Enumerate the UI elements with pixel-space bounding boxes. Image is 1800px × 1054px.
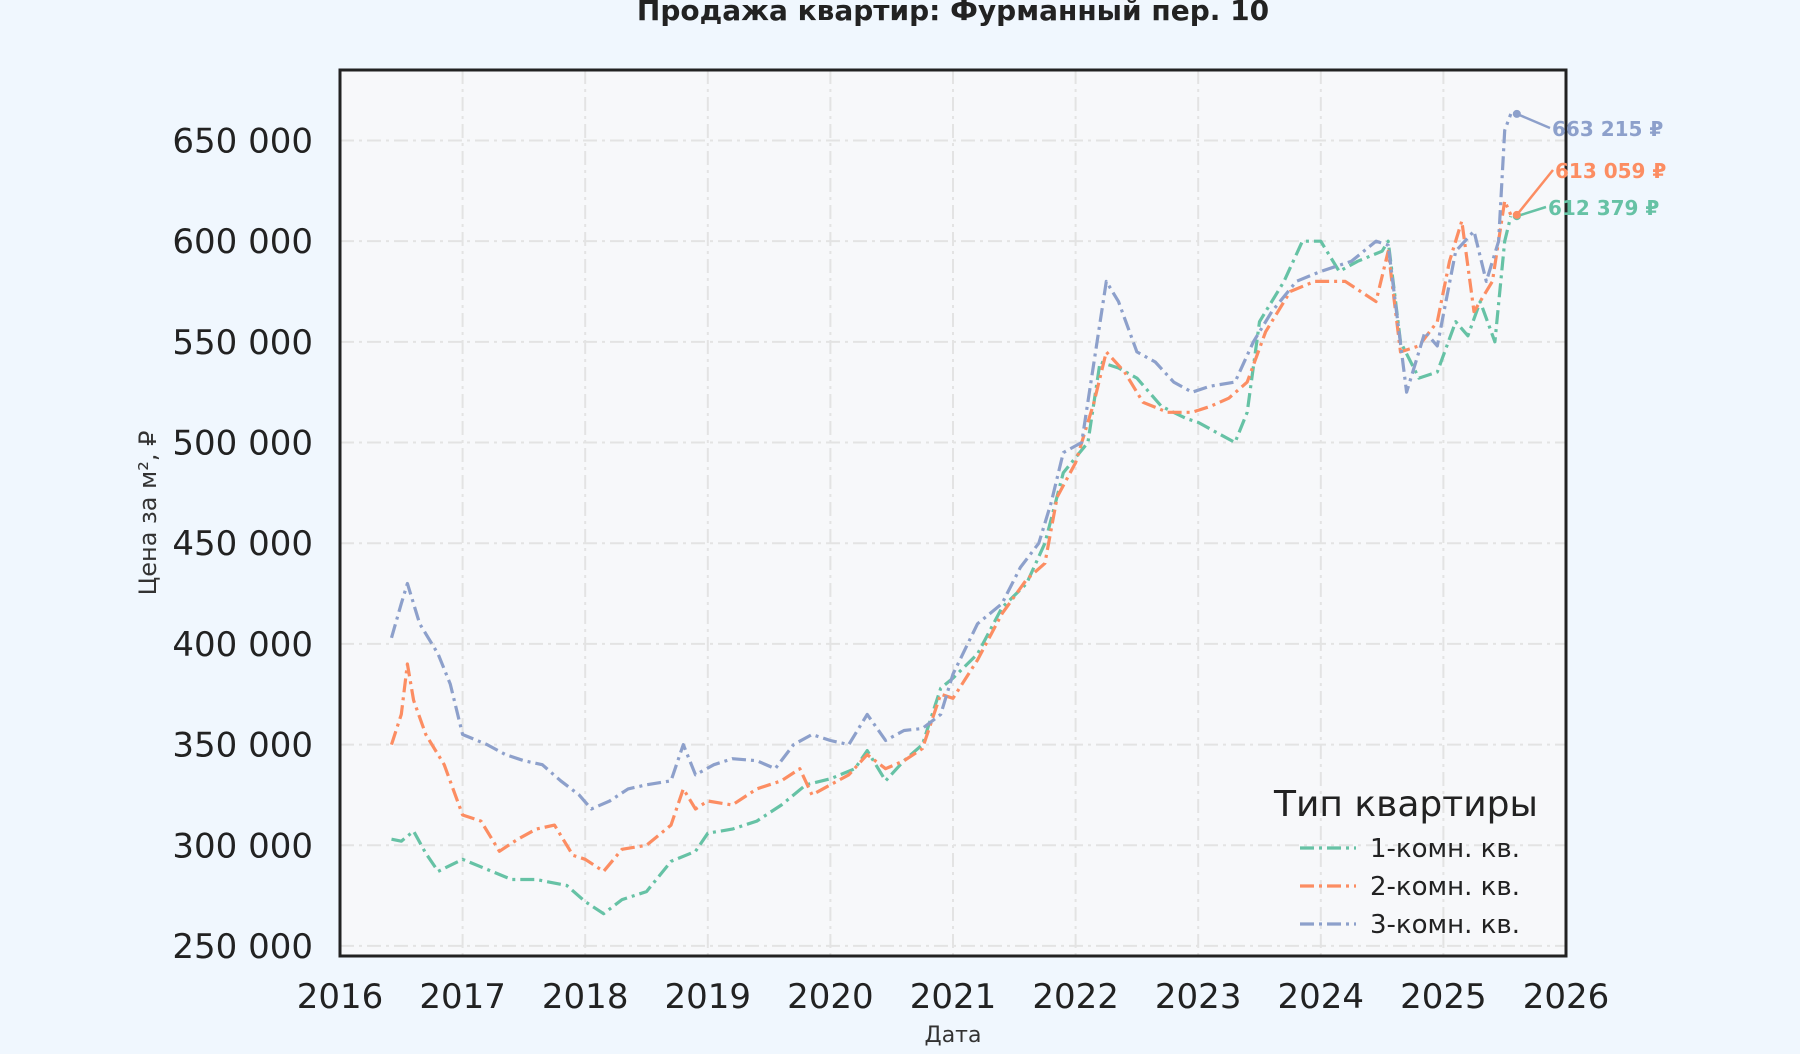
end-value-label: 612 379 ₽: [1548, 196, 1659, 220]
y-tick-label: 300 000: [172, 826, 313, 866]
x-tick-label: 2026: [1523, 977, 1610, 1017]
legend-entry: 1-комн. кв.: [1370, 834, 1520, 864]
x-axis-label: Дата: [925, 1023, 982, 1048]
annotation-arrow: [1516, 112, 1551, 130]
series-line: [389, 199, 1513, 873]
x-tick-label: 2023: [1155, 977, 1242, 1017]
y-tick-label: 550 000: [172, 323, 313, 363]
y-tick-label: 650 000: [172, 121, 313, 161]
legend-entry: 3-комн. кв.: [1370, 910, 1520, 940]
x-tick-label: 2024: [1278, 977, 1365, 1017]
chart-title: Продажа квартир: Фурманный пер. 10: [637, 0, 1269, 27]
x-tick-label: 2025: [1400, 977, 1487, 1017]
y-axis-label: Цена за м², ₽: [134, 431, 162, 596]
x-tick-label: 2020: [787, 977, 874, 1017]
annotation-arrowhead: [1512, 109, 1521, 118]
y-tick-label: 450 000: [172, 524, 313, 564]
x-axis-ticks: 2016 2017 2018 2019 2020 2021 2022 2023 2024 2025…: [297, 977, 1610, 1017]
series-line: [389, 113, 1513, 811]
annotation-arrow: [1516, 205, 1547, 218]
x-tick-label: 2016: [297, 977, 384, 1017]
x-tick-label: 2017: [419, 977, 506, 1017]
y-tick-label: 500 000: [172, 424, 313, 464]
end-value-label: 663 215 ₽: [1552, 117, 1663, 141]
end-annotations: 612 379 ₽ 613 059 ₽ 663 215 ₽: [1512, 109, 1666, 221]
x-tick-label: 2019: [665, 977, 752, 1017]
y-axis-ticks: 250 000 300 000 350 000 400 000 450 000 500 0…: [172, 121, 313, 966]
series-line: [391, 215, 1513, 916]
series-lines: [389, 113, 1513, 916]
annotation-arrowhead: [1512, 210, 1521, 219]
x-tick-label: 2022: [1032, 977, 1119, 1017]
end-value-label: 613 059 ₽: [1555, 159, 1666, 183]
legend-title: Тип квартиры: [1273, 784, 1538, 825]
legend-entry: 2-комн. кв.: [1370, 872, 1520, 902]
x-tick-label: 2021: [910, 977, 997, 1017]
plot-frame: [338, 68, 1568, 958]
y-tick-label: 350 000: [172, 726, 313, 766]
y-tick-label: 600 000: [172, 222, 313, 262]
legend: Тип квартиры 1-комн. кв. 2-комн. кв. 3-ком…: [1273, 784, 1538, 940]
y-tick-label: 400 000: [172, 625, 313, 665]
annotation-arrow: [1515, 169, 1554, 216]
x-tick-label: 2018: [542, 977, 629, 1017]
y-tick-label: 250 000: [172, 927, 313, 967]
